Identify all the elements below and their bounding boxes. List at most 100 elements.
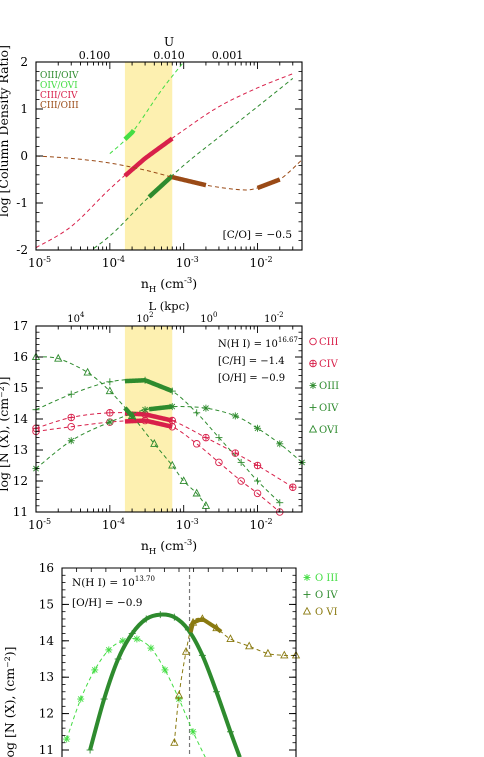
marker-3-O-III-1	[77, 695, 85, 703]
annotation-2-2: [O/H] = −0.9	[218, 373, 285, 384]
y-tick-label-3: 14	[13, 412, 29, 426]
series-line-CIV	[36, 412, 294, 488]
x-axis-label-xlabel_exp: -3	[184, 538, 192, 548]
legend-marker-OVI-shape	[308, 424, 318, 433]
top-tick-label-2-2-base: 10	[200, 314, 213, 325]
y-tick-label-3-5: 16	[39, 561, 54, 575]
annotation-2-2-base: [O/H] = −0.9	[218, 373, 285, 384]
marker-3-O-VI-5-shape	[212, 623, 221, 632]
y-tick-label-1: 12	[13, 474, 28, 488]
top-axis-label: U	[164, 35, 174, 49]
marker-3-O-IV-8	[198, 651, 206, 659]
marker-CIII-8	[253, 489, 262, 498]
plot-frame-1	[35, 325, 303, 513]
marker-OIII-6	[231, 412, 239, 420]
marker-3-O-III-6-d2	[148, 645, 154, 651]
legend-marker-CIII-shape	[309, 337, 317, 346]
marker-CIII-6-shape	[215, 458, 223, 467]
x-axis-label-1: nH (cm-3)	[141, 276, 197, 295]
marker-OIV-9	[276, 499, 284, 507]
top-tick-label-0: 0.100	[79, 49, 111, 62]
x-tick-label-0-base: 10	[28, 256, 43, 270]
marker-OVI-1	[54, 353, 63, 362]
marker-3-O-III-3	[105, 646, 113, 654]
x-tick-label-3-exponent: -2	[265, 517, 273, 526]
legend-marker-3-O-III	[303, 574, 311, 581]
marker-CIII-7-shape	[237, 477, 245, 485]
legend-item-0: OIII/OIV	[40, 71, 79, 81]
top-tick-label-2-1-base: 10	[136, 314, 149, 325]
legend-item-3: CIII/OIII	[40, 101, 79, 111]
annotation-2-0-exponent: 16.67	[278, 336, 298, 344]
annotation-2-0: N(H I) = 1016.67	[218, 336, 298, 350]
x-tick-label-2-exponent: -3	[191, 517, 199, 526]
y-tick-label-3: 1	[20, 102, 28, 116]
y-tick-label-3-1: 12	[39, 707, 54, 721]
y-tick-label-2: 0	[20, 149, 28, 163]
marker-OIII-8-d2	[276, 440, 283, 447]
marker-3-O-VI-5	[212, 623, 221, 632]
marker-OIII-7-d2	[254, 425, 261, 432]
x-tick-label-2-base: 10	[176, 518, 191, 532]
marker-OVI-5	[150, 439, 159, 447]
marker-OIII-2	[106, 418, 114, 426]
legend-marker-CIV	[309, 359, 317, 368]
x-axis-label-xlabel_unit: (cm	[156, 276, 184, 291]
marker-3-O-III-2-d2	[91, 667, 98, 673]
marker-OVI-1-shape	[54, 353, 63, 362]
marker-CIII-6	[215, 458, 223, 467]
marker-CIV-1	[67, 413, 75, 422]
legend-label-CIII: CIII	[319, 337, 339, 348]
x-tick-label-3-exponent: -2	[265, 255, 273, 264]
legend-marker-CIII	[309, 337, 317, 346]
marker-OVI-3-shape	[105, 386, 114, 395]
marker-OVI-7	[179, 476, 188, 485]
marker-3-O-IV-2	[114, 655, 122, 663]
marker-OIII-3-d2	[142, 406, 148, 413]
marker-OIII-1	[67, 437, 75, 445]
series-line-OIII-OIV	[90, 78, 294, 250]
marker-3-O-VI-0-shape	[170, 737, 179, 746]
series-bold-CIII-OIII-1	[256, 177, 281, 191]
top-tick-label-2-3-exponent: -2	[277, 311, 284, 319]
marker-CIV-4	[168, 416, 177, 425]
legend-label-OVI: OVI	[319, 425, 338, 436]
marker-OIII-6-d2	[232, 412, 239, 419]
series-bold-OIV	[124, 377, 174, 394]
marker-OVI-9	[201, 501, 211, 509]
x-tick-label-1-exponent: -4	[117, 517, 125, 526]
x-tick-label-0-exponent: -5	[43, 517, 51, 526]
legend-label-3-O-VI: O VI	[315, 607, 338, 618]
legend-marker-OIII	[309, 382, 317, 389]
marker-3-O-III-7-d2	[162, 667, 168, 673]
legend-marker-OIII-d2	[310, 382, 316, 389]
marker-OIII-4-d2	[169, 403, 176, 410]
marker-3-O-VI-7-shape	[245, 641, 254, 650]
x-tick-label-0: 10-5	[28, 255, 51, 270]
top-tick-label-2-3-base: 10	[264, 314, 277, 325]
x-tick-label-3-base: 10	[250, 256, 265, 270]
marker-OIII-8	[276, 440, 284, 448]
x-axis-label-xlabel_sub: H	[149, 285, 156, 295]
legend-item-2: CIII/CIV	[40, 91, 78, 101]
marker-3-O-III-3-d2	[105, 646, 112, 653]
x-axis-label-xlabel_close: )	[192, 276, 197, 291]
legend-marker-3-O-VI	[302, 606, 312, 615]
marker-3-O-IV-0	[86, 746, 94, 754]
x-tick-label-3-base: 10	[250, 518, 265, 532]
plot-frame-3	[61, 567, 297, 757]
marker-3-O-VI-4-shape	[198, 614, 207, 623]
marker-CIII-7	[237, 477, 245, 485]
marker-OIV-8	[254, 477, 262, 485]
legend-label-CIV: CIV	[319, 359, 339, 370]
marker-3-O-VI-9-shape	[280, 650, 289, 659]
annotation-3-1: [O/H] = −0.9	[72, 597, 142, 609]
top-tick-label-2-0-base: 10	[67, 314, 80, 325]
x-axis-label-xlabel_exp: -3	[184, 276, 192, 286]
marker-3-O-VI-0	[170, 737, 179, 746]
marker-OVI-6	[168, 460, 177, 469]
legend-marker-3-O-IV	[303, 591, 311, 598]
marker-3-O-III-2	[91, 666, 99, 674]
marker-OVI-8-shape	[192, 488, 201, 497]
series-line-OVI	[36, 356, 207, 507]
